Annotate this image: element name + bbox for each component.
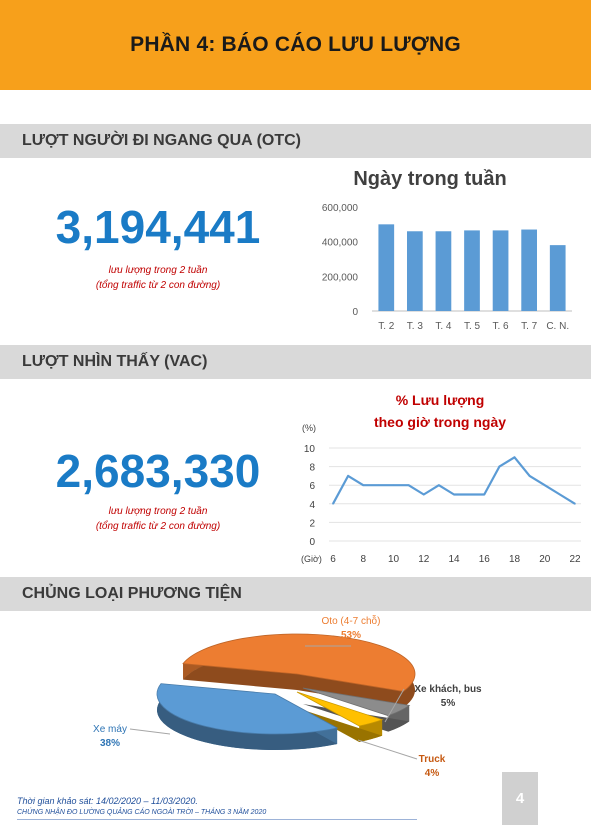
header-banner: PHẦN 4: BÁO CÁO LƯU LƯỢNG [0,0,591,90]
line-point [559,493,561,496]
bar-x-tick-label: T. 4 [435,321,452,332]
weekday-bar-chart: 0 200,000 400,000 600,000 T. 2 T. 3 T. 4 T. 5 T.… [322,203,572,332]
bar [407,231,423,311]
pie-slice [156,683,339,735]
line-point [543,484,546,486]
line-point [347,475,349,477]
bar-y-tick-label: 400,000 [322,238,359,249]
hourly-chart-title: % Lưu lượng [395,392,485,408]
vehicles-heading: CHỦNG LOẠI PHƯƠNG TIỆN [22,585,242,602]
weekday-chart-title: Ngày trong tuần [353,168,507,190]
pie-slice-label: Oto (4-7 chỗ) [322,614,381,627]
bar [521,229,537,311]
pie-slice-percent: 4% [425,768,440,779]
bar-x-tick-label: T. 7 [521,321,538,332]
bar [549,245,566,311]
line-point [528,475,531,477]
line-x-tick-label: 10 [388,554,400,565]
vac-note-2: (tổng traffic từ 2 con đường) [95,521,221,532]
pie-slice-percent: 38% [100,738,120,749]
certification-text: CHỨNG NHẬN ĐO LƯỜNG QUẢNG CÁO NGOÀI TRỜI… [17,809,267,816]
vac-note-1: lưu lượng trong 2 tuần [108,506,208,517]
pie-slice-percent: 53% [341,630,361,641]
otc-heading: LƯỢT NGƯỜI ĐI NGANG QUA (OTC) [22,132,302,149]
vac-section-header: LƯỢT NHÌN THẤY (VAC) [0,345,591,379]
line-x-tick-label: 22 [569,554,581,565]
vac-heading: LƯỢT NHÌN THẤY (VAC) [22,353,208,370]
vac-value: 2,683,330 [55,445,261,497]
line-point [422,493,425,496]
line-x-tick-label: 20 [539,554,551,565]
pie-leader-line [357,739,418,760]
line-point [468,493,470,496]
line-x-axis-label: (Giờ) [301,554,322,564]
line-y-tick-label: 4 [309,500,315,511]
line-point [377,484,380,486]
pie-slice-side [297,708,383,742]
line-x-tick-label: 14 [448,554,460,565]
bar-x-tick-label: C. N. [546,321,569,332]
bar-x-tick-label: T. 3 [407,321,424,332]
otc-section-header: LƯỢT NGƯỜI ĐI NGANG QUA (OTC) [0,124,591,158]
line-y-tick-label: 6 [309,481,315,492]
pie-slice-label: Xe khách, bus [414,684,482,695]
bar [464,230,480,311]
line-series [332,456,576,505]
footer-divider [17,819,417,820]
bar-x-tick-label: T. 2 [378,321,395,332]
line-x-tick-label: 8 [360,554,366,565]
bar-x-tick-label: T. 6 [493,321,510,332]
line-x-tick-label: 18 [509,554,521,565]
line-point [362,484,365,486]
line-point [513,456,516,459]
pie-slice-percent: 5% [441,698,456,709]
hourly-line-chart: 0 2 4 6 8 10 (%) (Giờ) 6 8 10 12 14 16 18 20 22 [301,423,581,565]
page-title: PHẦN 4: BÁO CÁO LƯU LƯỢNG [130,33,461,56]
otc-note-2: (tổng traffic từ 2 con đường) [95,280,221,291]
line-point [332,503,334,505]
line-point [574,503,576,505]
line-point [498,465,501,468]
pie-slice-label: Truck [419,754,446,765]
line-x-tick-label: 6 [330,554,336,565]
hourly-chart-subtitle: theo giờ trong ngày [373,414,507,430]
line-y-axis-label: (%) [302,423,316,433]
bar-y-tick-label: 600,000 [322,203,359,214]
vehicle-pie-chart: Oto (4-7 chỗ) 53% Xe khách, bus 5% Truck 4% Xe… [93,614,482,779]
survey-period: Thời gian khảo sát: 14/02/2020 – 11/03/2… [17,796,198,806]
line-point [392,484,395,486]
bar-y-tick-label: 200,000 [322,272,359,283]
line-y-tick-label: 8 [309,463,315,474]
pie-slice-base [297,708,383,742]
otc-note-1: lưu lượng trong 2 tuần [108,265,208,276]
bar [435,231,452,311]
line-point [453,493,455,496]
pie-slice [296,691,384,727]
bar-y-tick-label: 0 [352,307,358,318]
line-point [438,484,440,486]
bar [378,224,395,311]
vehicles-section-header: CHỦNG LOẠI PHƯƠNG TIỆN [0,577,591,611]
page-number: 4 [502,772,538,825]
bar [492,230,509,311]
line-x-tick-label: 12 [418,554,430,565]
line-y-tick-label: 10 [304,444,316,455]
pie-slice-label: Xe máy [93,724,127,735]
bar-x-tick-label: T. 5 [464,321,481,332]
pie-leader-line [129,728,171,735]
line-y-tick-label: 0 [309,537,315,548]
line-x-tick-label: 16 [479,554,491,565]
otc-value: 3,194,441 [55,201,261,253]
pie-leader-line [384,688,405,723]
line-y-tick-label: 2 [309,518,315,529]
line-point [407,484,410,486]
line-point [483,493,486,496]
pie-slice [182,633,416,692]
